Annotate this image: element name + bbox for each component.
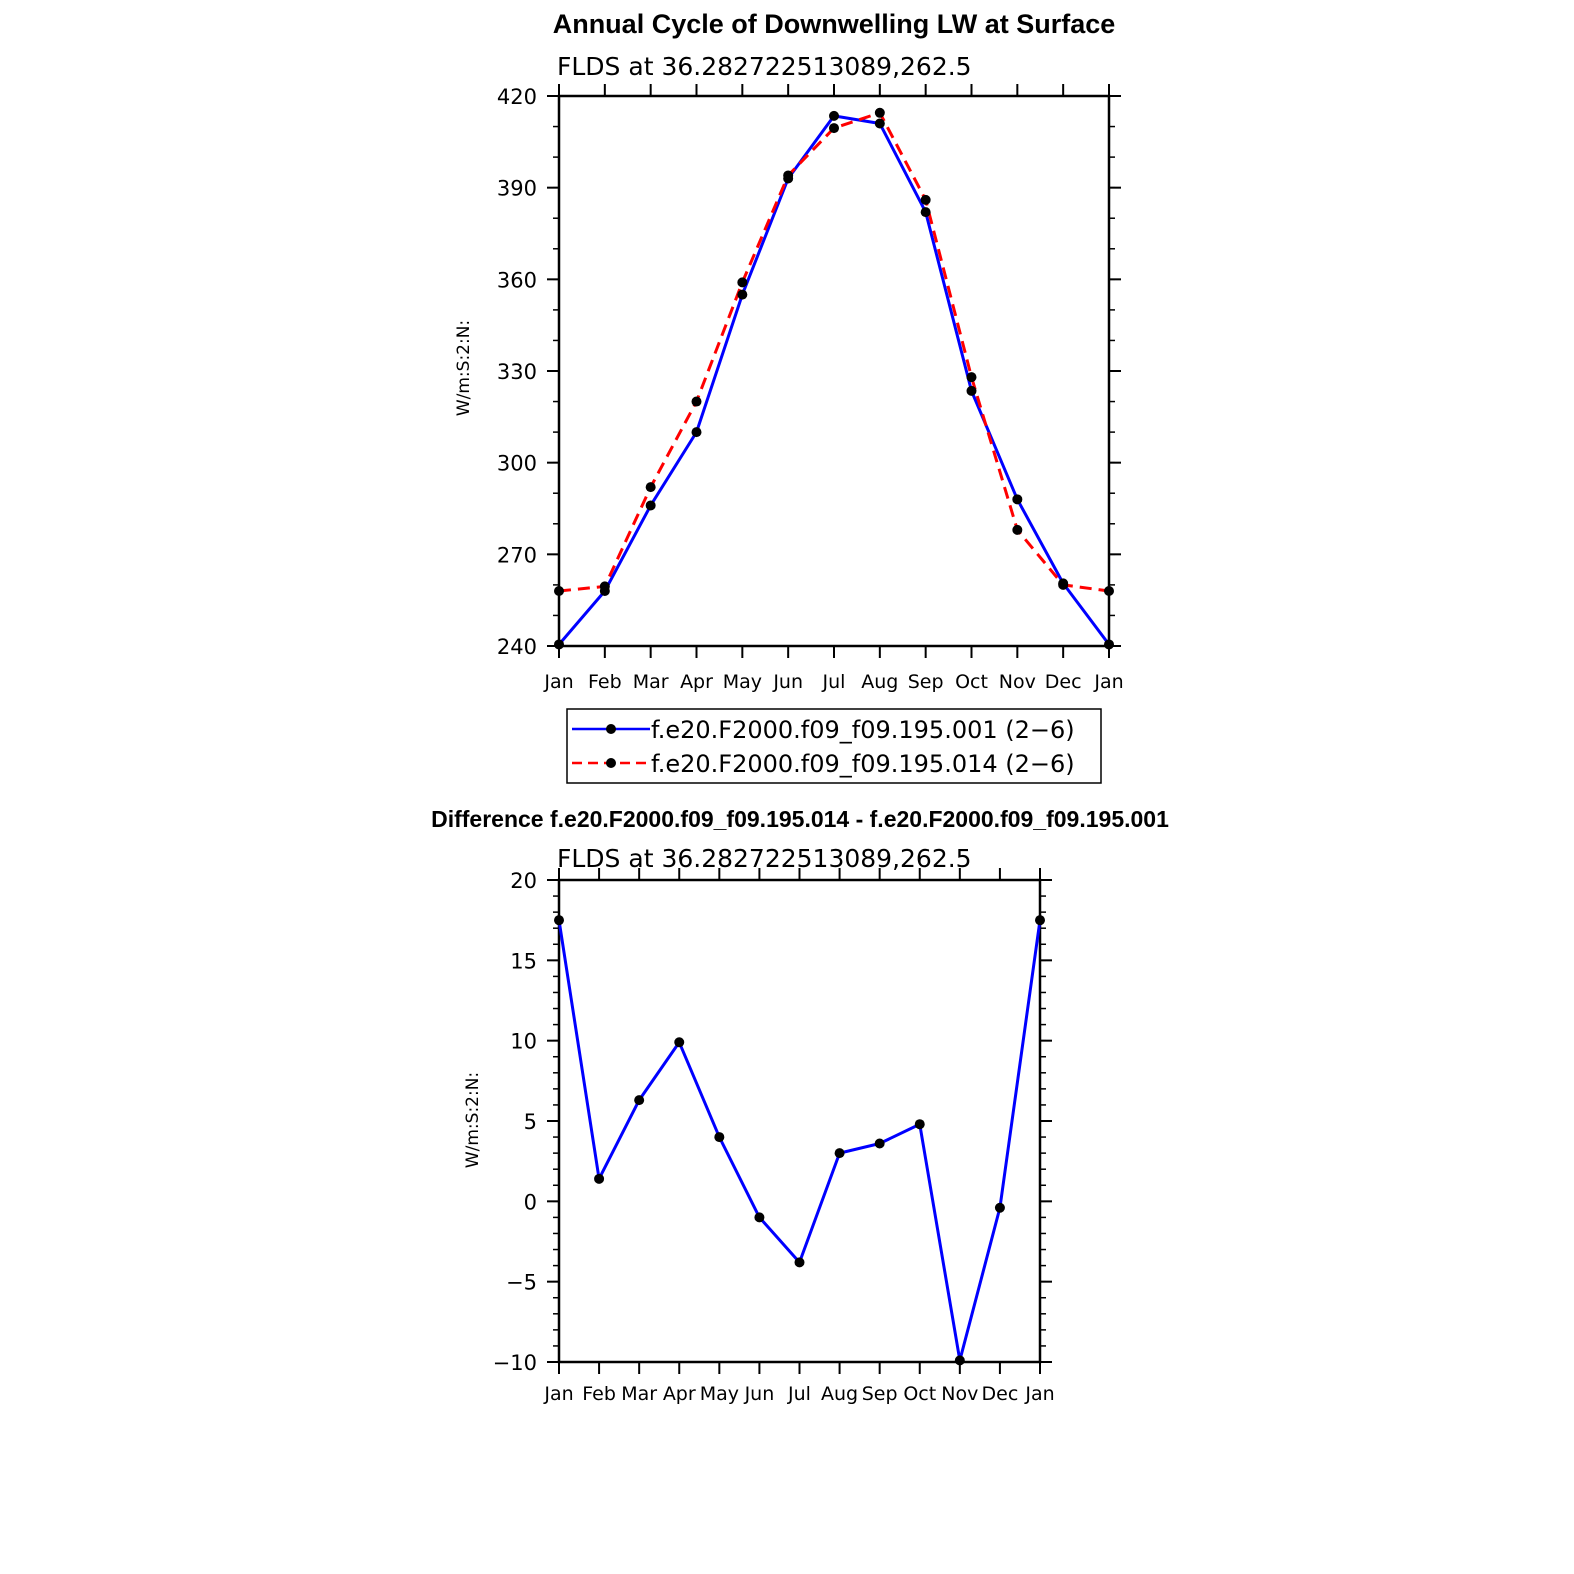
bottom-chart-title: Difference f.e20.F2000.f09_f09.195.014 -… <box>431 806 1169 832</box>
bottom-chart-x-tick-label: Jan <box>543 1383 573 1405</box>
bottom-chart-series-1-point <box>914 1119 925 1130</box>
top-chart-series-2-point <box>783 170 794 181</box>
bottom-chart-series-1-point <box>554 915 564 926</box>
bottom-chart-series-1-point <box>874 1138 885 1149</box>
bottom-chart-x-tick-label: Jan <box>1024 1383 1054 1405</box>
top-chart-y-tick-label: 270 <box>497 543 537 567</box>
bottom-chart-y-tick-label: 20 <box>510 869 537 893</box>
top-chart-series-2-point <box>829 123 839 134</box>
bottom-chart-x-tick-label: Nov <box>941 1383 978 1405</box>
bottom-chart-y-tick-label: 10 <box>510 1030 537 1054</box>
bottom-chart-series-1-point <box>994 1202 1005 1213</box>
top-chart-series-2-point <box>966 372 977 383</box>
top-chart-title: Annual Cycle of Downwelling LW at Surfac… <box>553 9 1116 39</box>
bottom-chart-y-tick-label: 15 <box>510 949 537 973</box>
top-chart-series-2-point <box>874 107 885 118</box>
top-chart-series-2-point <box>1104 586 1114 596</box>
top-chart-x-tick-label: May <box>723 671 762 693</box>
top-chart-series-1-point <box>829 110 839 121</box>
top-chart-series-2-point <box>1058 579 1069 590</box>
top-chart-y-tick-label: 240 <box>497 635 537 659</box>
top-chart-y-tick-label: 300 <box>497 452 537 476</box>
bottom-chart-series-1-point <box>754 1212 765 1223</box>
top-chart-series-1-point <box>1012 494 1023 505</box>
top-chart-series-2-point <box>599 581 610 592</box>
bottom-chart-y-tick-label: 0 <box>524 1190 537 1214</box>
top-chart-y-tick-label: 420 <box>497 85 537 109</box>
legend-marker-series-2 <box>606 758 616 768</box>
bottom-chart-x-tick-label: Dec <box>982 1383 1019 1405</box>
bottom-chart-series-1-point <box>594 1173 605 1184</box>
bottom-chart-series-1-point <box>1035 915 1045 926</box>
top-chart-x-tick-label: Mar <box>633 671 669 693</box>
bottom-chart-y-axis-label: W/m:S:2:N: <box>463 1072 483 1168</box>
bottom-chart-series-1-point <box>834 1148 845 1159</box>
legend-label-series-2: f.e20.F2000.f09_f09.195.014 (2−6) <box>651 750 1075 778</box>
top-chart-y-tick-label: 360 <box>497 268 537 292</box>
bottom-chart-x-tick-label: Mar <box>621 1383 657 1405</box>
top-chart-subtitle: FLDS at 36.282722513089,262.5 <box>557 52 972 81</box>
top-chart-x-tick-label: Nov <box>999 671 1036 693</box>
bottom-chart-x-tick-label: Aug <box>821 1383 858 1405</box>
bottom-chart-y-tick-label: −10 <box>493 1351 537 1375</box>
top-chart-series-2-point <box>737 277 748 288</box>
bottom-chart-series-1-point <box>634 1095 645 1106</box>
top-chart-x-tick-label: Jan <box>1093 671 1123 693</box>
bottom-chart-subtitle: FLDS at 36.282722513089,262.5 <box>557 844 972 873</box>
bottom-chart-x-tick-label: Jul <box>787 1383 811 1405</box>
top-chart-series-1-point <box>874 118 885 129</box>
top-chart-x-tick-label: Jan <box>543 671 573 693</box>
bottom-chart-x-tick-label: Oct <box>903 1383 936 1405</box>
top-chart-series-1-point <box>966 385 977 396</box>
top-chart-series-2-point <box>1012 524 1023 535</box>
top-chart-series-1-point <box>920 207 931 218</box>
legend-box <box>566 708 1102 784</box>
top-chart-series-1-point <box>554 639 564 650</box>
bottom-chart-x-tick-label: Jun <box>744 1383 775 1405</box>
bottom-chart-x-tick-label: Feb <box>582 1383 616 1405</box>
bottom-chart-y-tick-label: 5 <box>524 1110 537 1134</box>
top-chart-series-1-point <box>737 289 748 300</box>
top-chart-x-tick-label: Apr <box>680 671 713 693</box>
top-chart-x-tick-label: Sep <box>908 671 944 693</box>
top-chart-y-tick-label: 390 <box>497 177 537 201</box>
top-chart-y-tick-label: 330 <box>497 360 537 384</box>
top-chart-series-2-point <box>920 194 931 205</box>
top-chart-series-1-point <box>645 500 656 511</box>
top-chart-series-2-point <box>645 482 656 493</box>
bottom-chart-y-tick-label: −5 <box>506 1271 537 1295</box>
bottom-chart-x-tick-label: May <box>700 1383 739 1405</box>
bottom-chart-plot: Jan Feb Mar Apr May Jun Jul Aug Sep Oct Nov Dec Jan−… <box>493 868 1055 1405</box>
top-chart-x-tick-label: Jul <box>822 671 846 693</box>
top-chart-x-tick-label: Dec <box>1045 671 1082 693</box>
top-chart-series-2-point <box>554 586 564 596</box>
bottom-chart-x-tick-label: Sep <box>862 1383 898 1405</box>
bottom-chart-series-1-point <box>794 1257 805 1268</box>
bottom-chart-series-1-point <box>954 1355 965 1366</box>
top-chart-x-tick-label: Feb <box>588 671 622 693</box>
top-chart-series-2-point <box>691 396 702 407</box>
top-chart-series-1-point <box>691 427 702 438</box>
top-chart-series-1-point <box>1104 639 1114 650</box>
top-chart-x-tick-label: Jun <box>772 671 803 693</box>
top-chart-y-axis-label: W/m:S:2:N: <box>454 320 474 416</box>
top-chart-plot: Jan Feb Mar Apr May Jun Jul Aug Sep Oct Nov Dec Jan 2… <box>497 84 1124 693</box>
bottom-chart-x-tick-label: Apr <box>663 1383 696 1405</box>
top-chart-x-tick-label: Oct <box>955 671 988 693</box>
bottom-chart-series-1-point <box>714 1132 725 1143</box>
legend-label-series-1: f.e20.F2000.f09_f09.195.001 (2−6) <box>651 716 1075 744</box>
top-chart-legend: f.e20.F2000.f09_f09.195.001 (2−6) f.e20.… <box>566 708 1102 784</box>
bottom-chart-series-1-point <box>674 1037 685 1048</box>
legend-marker-series-1 <box>606 724 616 734</box>
top-chart-x-tick-label: Aug <box>861 671 898 693</box>
